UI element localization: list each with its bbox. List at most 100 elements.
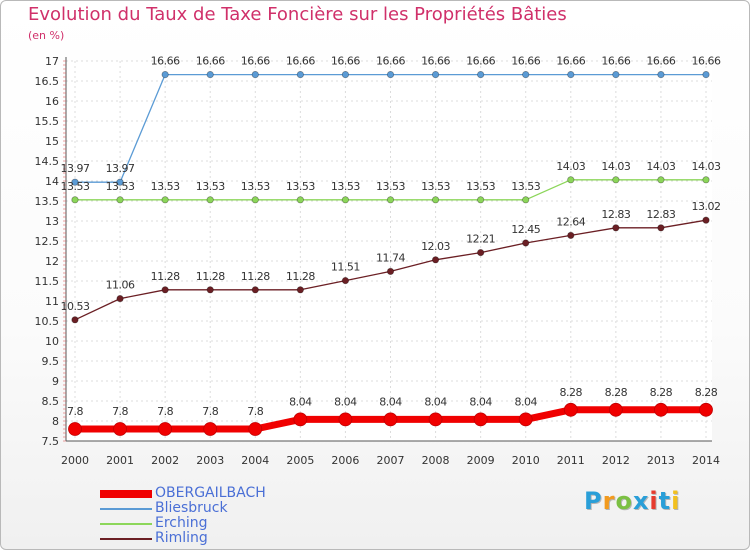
x-tick-label: 2006 — [331, 454, 359, 467]
logo-letter: r — [602, 487, 616, 515]
x-tick-label: 2002 — [151, 454, 179, 467]
data-label-erching: 14.03 — [601, 160, 630, 173]
data-label-obergailbach: 8.04 — [469, 395, 492, 408]
data-label-bliesbruck: 16.66 — [286, 55, 315, 68]
point-rimling — [296, 286, 304, 294]
point-bliesbruck — [251, 71, 259, 79]
point-erching — [477, 196, 485, 204]
axes: 7.5 8 8.5 9 9.5 10 10.5 11 11.5 12 12.5 13 13.5 14 14.… — [35, 55, 721, 467]
y-tick-label: 10.5 — [35, 315, 60, 328]
point-obergailbach — [428, 412, 443, 427]
data-label-rimling: 12.83 — [646, 208, 675, 221]
point-erching — [341, 196, 350, 204]
x-tick-label: 2014 — [692, 454, 720, 467]
legend-label: Rimling — [155, 530, 208, 546]
data-label-rimling: 12.03 — [421, 240, 450, 253]
legend-label: OBERGAILBACH — [155, 485, 266, 501]
point-obergailbach — [203, 422, 218, 436]
data-labels: 13.97 13.97 16.66 16.66 16.66 16.66 16.66 16.66… — [61, 55, 722, 418]
point-obergailbach — [68, 422, 82, 436]
data-label-erching: 13.53 — [376, 180, 405, 193]
point-rimling — [386, 267, 395, 275]
data-label-obergailbach: 7.8 — [112, 405, 128, 418]
y-tick-label: 17 — [45, 55, 59, 68]
point-bliesbruck — [612, 71, 620, 79]
data-label-obergailbach: 7.8 — [247, 405, 263, 418]
point-obergailbach — [158, 422, 173, 436]
data-label-rimling: 11.06 — [106, 279, 135, 292]
y-tick-label: 12.5 — [35, 235, 60, 248]
point-obergailbach — [563, 402, 578, 417]
data-label-rimling: 12.64 — [556, 215, 585, 228]
plot-area — [66, 61, 712, 441]
point-rimling — [657, 224, 665, 232]
legend-label: Erching — [155, 515, 208, 531]
y-tick-label: 15.5 — [35, 115, 60, 128]
data-label-erching: 14.03 — [692, 160, 721, 173]
y-tick-label: 12 — [45, 255, 59, 268]
legend-swatch — [100, 490, 152, 498]
data-label-bliesbruck: 13.97 — [61, 162, 90, 175]
point-erching — [161, 196, 169, 204]
point-rimling — [71, 316, 79, 324]
point-rimling — [161, 286, 169, 294]
point-bliesbruck — [702, 71, 710, 79]
data-label-rimling: 11.28 — [196, 270, 225, 283]
point-erching — [71, 196, 79, 204]
x-tick-label: 2011 — [557, 454, 585, 467]
data-label-bliesbruck: 16.66 — [511, 55, 540, 68]
y-tick-label: 15 — [45, 135, 59, 148]
data-label-obergailbach: 8.04 — [424, 395, 447, 408]
data-label-bliesbruck: 16.66 — [646, 55, 675, 68]
y-tick-label: 16.5 — [35, 75, 60, 88]
data-label-rimling: 13.02 — [692, 200, 721, 213]
point-rimling — [477, 249, 485, 257]
point-rimling — [612, 224, 620, 232]
point-erching — [206, 196, 214, 204]
y-tick-label: 14 — [45, 175, 59, 188]
point-bliesbruck — [161, 71, 169, 79]
x-tick-label: 2003 — [196, 454, 224, 467]
data-label-erching: 13.53 — [61, 180, 90, 193]
point-bliesbruck — [522, 71, 530, 79]
x-tick-label: 2005 — [286, 454, 314, 467]
point-obergailbach — [293, 412, 308, 427]
legend-swatch — [100, 523, 152, 525]
point-erching — [251, 196, 259, 204]
point-erching — [657, 176, 665, 184]
legend-swatch — [100, 508, 152, 510]
data-label-rimling: 11.51 — [331, 261, 360, 274]
y-tick-label: 16 — [45, 95, 59, 108]
point-rimling — [116, 294, 124, 303]
logo-letter: i — [649, 487, 659, 515]
y-tick-label: 9 — [52, 375, 59, 388]
data-label-obergailbach: 7.8 — [202, 405, 218, 418]
y-tick-label: 7.5 — [42, 435, 60, 448]
data-label-obergailbach: 8.04 — [289, 395, 312, 408]
data-label-rimling: 12.83 — [601, 208, 630, 221]
data-label-erching: 13.53 — [331, 180, 360, 193]
point-rimling — [341, 276, 350, 285]
y-tick-label: 14.5 — [35, 155, 60, 168]
proxiti-logo: ProxitiProxiti — [584, 487, 680, 515]
point-bliesbruck — [341, 71, 350, 79]
point-obergailbach — [113, 422, 127, 436]
point-obergailbach — [608, 402, 623, 417]
point-rimling — [251, 286, 259, 294]
data-label-rimling: 11.74 — [376, 251, 405, 264]
grid — [66, 60, 712, 442]
point-obergailbach — [699, 402, 713, 417]
data-label-erching: 13.53 — [196, 180, 225, 193]
x-tick-label: 2001 — [106, 454, 134, 467]
data-label-obergailbach: 8.28 — [605, 386, 628, 399]
data-label-rimling: 11.28 — [286, 270, 315, 283]
data-label-obergailbach: 7.8 — [67, 405, 83, 418]
point-erching — [702, 176, 710, 184]
data-label-erching: 13.53 — [466, 180, 495, 193]
point-erching — [116, 196, 124, 204]
point-bliesbruck — [477, 71, 485, 79]
point-rimling — [702, 216, 710, 224]
point-rimling — [431, 256, 440, 264]
point-rimling — [522, 239, 530, 247]
